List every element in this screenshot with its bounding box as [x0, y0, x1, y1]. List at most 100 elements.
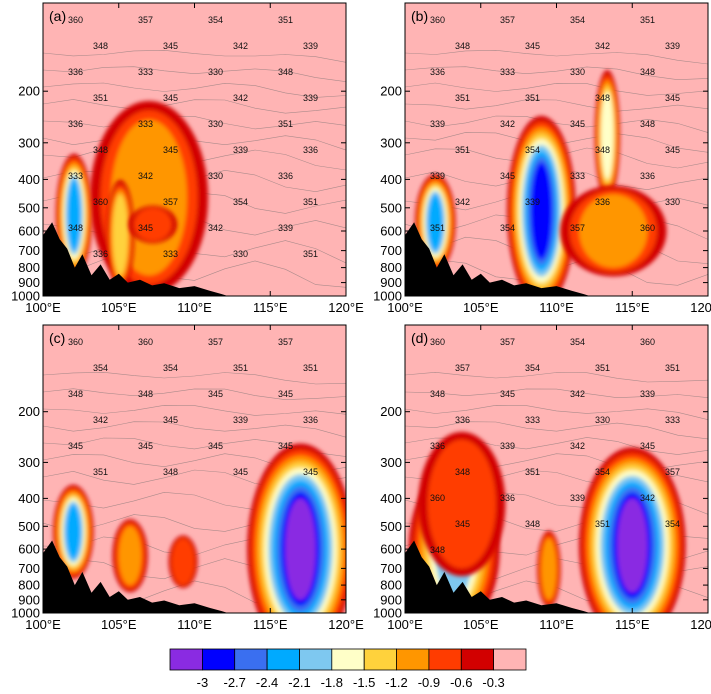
- contour-label: 357: [208, 337, 223, 347]
- contour-label: 345: [303, 467, 318, 477]
- contour-label: 351: [303, 363, 318, 373]
- colorbar-swatch: [266, 648, 300, 671]
- shading-level: [427, 439, 496, 569]
- shading-region: [168, 535, 198, 588]
- contour-label: 345: [500, 389, 515, 399]
- contour-label: 348: [595, 145, 610, 155]
- contour-label: 354: [163, 363, 178, 373]
- contour-label: 351: [430, 223, 445, 233]
- shading-region: [537, 530, 561, 608]
- contour-label: 348: [455, 41, 470, 51]
- contour-label: 345: [138, 441, 153, 451]
- contour-label: 333: [68, 171, 83, 181]
- shading-level: [285, 498, 316, 600]
- y-tick-label: 1000: [373, 289, 402, 304]
- contour-label: 351: [640, 15, 655, 25]
- x-tick-label: 105°E: [101, 300, 137, 315]
- x-tick-label: 100°E: [387, 300, 423, 315]
- contour-label: 336: [640, 171, 655, 181]
- x-tick-label: 110°E: [539, 300, 574, 315]
- colorbar-swatch: [428, 648, 462, 671]
- panel-label: (d): [411, 330, 428, 346]
- panel-label: (a): [49, 8, 66, 24]
- y-tick-label: 700: [18, 243, 40, 258]
- y-tick-label: 700: [380, 243, 402, 258]
- colorbar-label: -2.7: [223, 675, 245, 690]
- contour-label: 342: [640, 493, 655, 503]
- y-tick-label: 900: [380, 592, 402, 607]
- x-axis: 100°E 105°E 110°E 115°E 120°E: [387, 3, 711, 315]
- contour-label: 339: [303, 93, 318, 103]
- shading-level: [67, 179, 81, 251]
- contour-label: 330: [208, 171, 223, 181]
- y-tick-label: 600: [18, 542, 40, 557]
- x-tick-label: 115°E: [253, 300, 288, 315]
- contour-label: 348: [430, 389, 445, 399]
- contour-label: 357: [665, 467, 680, 477]
- contour-label: 339: [278, 223, 293, 233]
- contour-label: 357: [500, 15, 515, 25]
- contour-line: [405, 99, 708, 112]
- x-tick-label: 100°E: [25, 300, 61, 315]
- contour-label: 345: [163, 145, 178, 155]
- contour-labels: 360 357 354 351 348 345 342 339 336 333 330 348 351 3…: [68, 15, 318, 259]
- contour-label: 354: [570, 337, 585, 347]
- y-tick-label: 700: [380, 561, 402, 576]
- y-tick-label: 800: [380, 578, 402, 593]
- y-tick-label: 300: [380, 135, 402, 150]
- colorbar-label: -0.9: [418, 675, 440, 690]
- terrain-shape: [405, 222, 590, 296]
- panel-label: (c): [49, 330, 65, 346]
- contour-label: 354: [595, 467, 610, 477]
- shading-level: [427, 194, 443, 251]
- contour-label: 351: [303, 249, 318, 259]
- contour-label: 336: [68, 119, 83, 129]
- x-tick-label: 105°E: [463, 300, 499, 315]
- terrain: [405, 540, 590, 613]
- y-tick-label: 800: [380, 260, 402, 275]
- contour-label: 339: [233, 415, 248, 425]
- contour-label: 345: [138, 223, 153, 233]
- contour-label: 348: [93, 41, 108, 51]
- contour-label: 360: [93, 197, 108, 207]
- contour-label: 348: [430, 545, 445, 555]
- contour-label: 336: [430, 441, 445, 451]
- contour-labels: 360 357 354 351 348 345 342 339 336 333 330 348 351 3…: [430, 15, 680, 233]
- y-tick-label: 800: [18, 578, 40, 593]
- contour-label: 345: [455, 519, 470, 529]
- x-tick-label: 105°E: [101, 617, 137, 632]
- x-tick-label: 120°E: [690, 617, 711, 632]
- y-tick-label: 400: [380, 172, 402, 187]
- contour-label: 345: [278, 389, 293, 399]
- shading-region: [594, 70, 620, 201]
- shading-level: [617, 498, 648, 593]
- colorbar: -3 -2.7 -2.4 -2.1 -1.8 -1.5 -1.2 -0.9 -0.6 -0.3: [169, 648, 527, 690]
- contour-label: 336: [303, 145, 318, 155]
- contour-label: 330: [208, 119, 223, 129]
- x-tick-label: 115°E: [253, 617, 288, 632]
- contour-label: 348: [68, 223, 83, 233]
- contour-labels: 360 360 357 357 354 354 351 351 348 348 345 345 342 3…: [68, 337, 318, 477]
- y-tick-label: 500: [18, 519, 40, 534]
- contour-label: 354: [93, 363, 108, 373]
- contour-label: 339: [525, 197, 540, 207]
- contour-label: 354: [233, 197, 248, 207]
- panel-d: 360 357 354 360 357 354 351 351 348 345 342 339 336 3…: [373, 324, 711, 632]
- x-tick-label: 100°E: [387, 617, 423, 632]
- contour-label: 330: [665, 197, 680, 207]
- contour-label: 333: [138, 67, 153, 77]
- contour-label: 351: [455, 145, 470, 155]
- shading-level: [133, 207, 172, 242]
- contour-line: [43, 115, 346, 130]
- contour-label: 345: [665, 93, 680, 103]
- terrain-shape: [43, 540, 228, 613]
- colorbar-swatch: [169, 648, 203, 671]
- contour-line: [43, 49, 346, 63]
- contour-label: 345: [665, 145, 680, 155]
- y-tick-label: 500: [380, 200, 402, 215]
- colorbar-label: -1.2: [385, 675, 407, 690]
- y-tick-label: 400: [380, 491, 402, 506]
- contour-line: [405, 388, 708, 399]
